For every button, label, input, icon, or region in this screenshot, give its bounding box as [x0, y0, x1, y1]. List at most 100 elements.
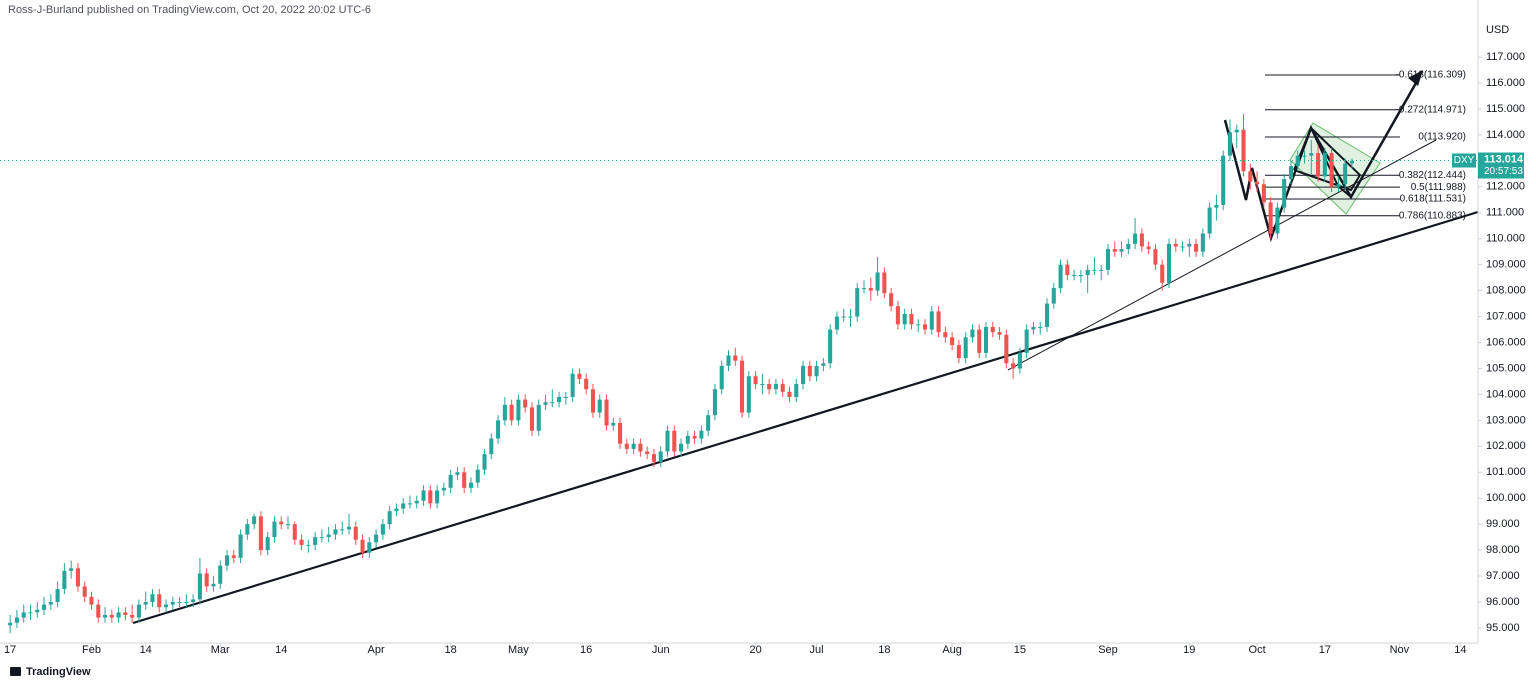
candle-body — [401, 503, 406, 509]
candle-body — [577, 373, 582, 379]
candle-body — [1275, 207, 1280, 234]
brand-name: TradingView — [26, 666, 91, 678]
y-tick-label: 114.000 — [1486, 129, 1525, 141]
candle-body — [712, 389, 717, 416]
candle-body — [590, 389, 595, 413]
y-tick-label: 109.000 — [1486, 259, 1526, 271]
candle-body — [1099, 269, 1104, 271]
candle-body — [82, 586, 87, 597]
candle-body — [475, 469, 480, 483]
candle-body — [163, 604, 169, 608]
candle-body — [767, 384, 772, 390]
candle-body — [218, 565, 223, 584]
y-tick-label: 116.000 — [1486, 77, 1525, 89]
y-tick-label: 111.000 — [1486, 207, 1524, 219]
last-price-label: 113.014 — [1484, 153, 1524, 165]
candle-body — [631, 443, 636, 449]
candle-body — [340, 529, 345, 531]
trend-line — [132, 210, 1479, 625]
candle-body — [245, 524, 250, 535]
y-tick-label: 99.000 — [1486, 518, 1520, 530]
candle-body — [733, 355, 738, 361]
candle-body — [584, 378, 589, 390]
candle-body — [8, 622, 13, 626]
candle-body — [150, 594, 155, 603]
candle-body — [922, 324, 928, 330]
candle-body — [760, 384, 765, 386]
candle-body — [1288, 166, 1293, 180]
candle-body — [1322, 153, 1327, 177]
x-tick-label: 15 — [1014, 644, 1026, 656]
candle-body — [963, 337, 968, 359]
candle-body — [855, 288, 860, 317]
candle-body — [1268, 202, 1273, 234]
x-tick-label: Oct — [1249, 644, 1266, 656]
candle-body — [75, 568, 80, 587]
candle-body — [801, 365, 806, 385]
candle-body — [1166, 243, 1172, 283]
candle-body — [211, 583, 216, 587]
candle-body — [780, 384, 785, 392]
candle-body — [902, 313, 907, 325]
fib-label: 0(113.920) — [1418, 132, 1466, 143]
candle-body — [746, 376, 751, 413]
candle-body — [204, 573, 209, 587]
candle-body — [441, 487, 446, 491]
candle-body — [306, 544, 311, 546]
x-tick-label: 19 — [1183, 644, 1195, 656]
fib-label: 0.382(112.444) — [1399, 170, 1466, 181]
candle-body — [685, 435, 690, 444]
candle-body — [123, 612, 128, 615]
candle-body — [848, 316, 853, 318]
candle-body — [96, 604, 101, 618]
x-tick-label: Feb — [82, 644, 101, 656]
candle-body — [496, 420, 501, 439]
candle-body — [1309, 153, 1314, 156]
candle-body — [360, 539, 365, 553]
candle-body — [638, 443, 643, 452]
candle-body — [1329, 153, 1334, 187]
candle-body — [191, 599, 196, 603]
candle-body — [1194, 243, 1199, 252]
candle-body — [116, 612, 121, 618]
y-tick-label: 96.000 — [1486, 596, 1520, 608]
candle-body — [550, 402, 555, 404]
candle-body — [313, 537, 318, 545]
candle-body — [170, 602, 175, 605]
candle-body — [665, 430, 670, 452]
symbol-tag — [1452, 153, 1476, 168]
symbol-label: DXY — [1454, 155, 1475, 166]
candle-body — [89, 596, 94, 605]
candle-body — [1302, 155, 1307, 157]
candle-body — [1139, 233, 1144, 247]
x-tick-label: Mar — [211, 644, 230, 656]
price-tag — [1478, 152, 1524, 179]
candle-body — [448, 474, 453, 488]
y-tick-label: 101.000 — [1486, 466, 1526, 478]
candle-body — [814, 365, 819, 377]
candle-body — [109, 614, 114, 618]
candle-body — [1004, 334, 1009, 364]
candle-body — [103, 614, 108, 618]
candle-body — [42, 604, 47, 610]
candle-body — [238, 534, 243, 558]
y-tick-label: 104.000 — [1486, 388, 1526, 400]
candle-body — [1160, 264, 1165, 283]
y-tick-label: 97.000 — [1486, 570, 1520, 582]
candle-body — [834, 316, 839, 330]
candle-body — [468, 482, 474, 488]
candle-body — [1207, 207, 1212, 234]
x-tick-label: 14 — [275, 644, 287, 656]
candle-body — [326, 534, 331, 538]
candle-body — [272, 521, 277, 538]
fib-label: -0.618(116.309) — [1396, 70, 1466, 81]
candle-body — [489, 438, 494, 455]
candle-body — [265, 537, 270, 551]
pattern-lines — [1293, 127, 1362, 192]
candle-body — [1248, 171, 1253, 182]
y-tick-label: 115.000 — [1486, 103, 1525, 115]
candle-body — [69, 568, 74, 571]
candle-body — [543, 402, 548, 405]
candle-body — [353, 526, 358, 540]
publisher-title: Ross-J-Burland published on TradingView.… — [8, 4, 371, 16]
